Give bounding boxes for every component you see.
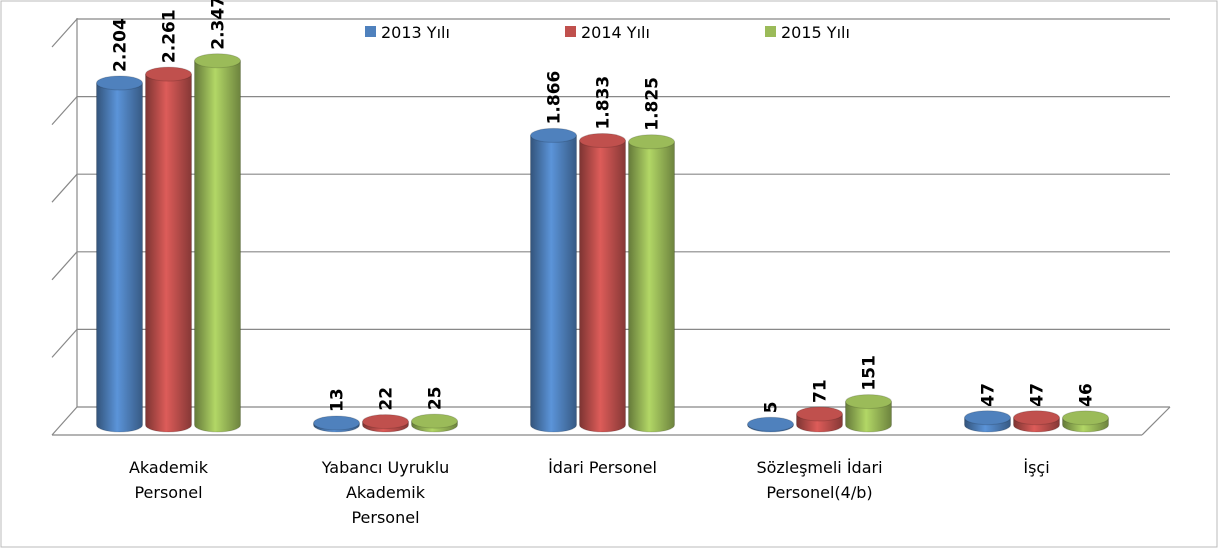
bar-top (362, 414, 409, 430)
data-label: 151 (860, 355, 880, 391)
grid-side (51, 329, 78, 358)
data-label: 2.347 (209, 0, 229, 50)
bar-top (145, 66, 192, 82)
wall-edge (1141, 406, 1171, 436)
x-tick-label: Akademik Personel (128, 458, 209, 502)
bar-top (313, 415, 360, 431)
legend-label: 2015 Yılı (781, 23, 850, 42)
data-label: 5 (762, 401, 782, 413)
data-label: 25 (426, 386, 446, 410)
bar (145, 73, 192, 433)
bar (194, 60, 241, 433)
bar-top (411, 413, 458, 429)
bar (579, 140, 626, 433)
data-label: 47 (979, 383, 999, 407)
data-label: 22 (377, 387, 397, 411)
grid-side (51, 173, 78, 203)
legend-swatch (765, 26, 776, 37)
bar-top (194, 53, 241, 69)
bar (96, 82, 143, 433)
x-tick-label: İşçi (1023, 458, 1050, 477)
data-label: 13 (328, 388, 348, 412)
legend-swatch (365, 26, 376, 37)
bar (530, 134, 577, 433)
bar-top (579, 133, 626, 149)
bar-top (1062, 410, 1109, 426)
x-tick-label: Yabancı Uyruklu Akademik Personel (321, 458, 450, 527)
bar (845, 401, 892, 433)
bar-top (747, 416, 794, 432)
bar-top (96, 75, 143, 91)
bar-top (964, 410, 1011, 426)
legend-label: 2014 Yılı (581, 23, 650, 42)
data-label: 1.825 (643, 77, 663, 131)
data-label: 2.261 (160, 9, 180, 63)
grid-side (51, 406, 78, 436)
data-label: 47 (1028, 383, 1048, 407)
x-tick-label: İdari Personel (548, 458, 657, 477)
x-tick-label: Sözleşmeli İdari Personel(4/b) (756, 458, 883, 502)
data-label: 2.204 (111, 18, 131, 72)
bar-top (845, 394, 892, 410)
legend-swatch (565, 26, 576, 37)
bar-top (1013, 410, 1060, 426)
bar-top (796, 406, 843, 422)
bar-top (530, 127, 577, 143)
bar-top (628, 134, 675, 150)
bar (628, 141, 675, 433)
data-label: 46 (1077, 383, 1097, 407)
grid-side (51, 18, 78, 48)
data-label: 1.833 (594, 76, 614, 130)
data-label: 1.866 (545, 71, 565, 125)
grid-side (51, 96, 78, 125)
data-label: 71 (811, 379, 831, 403)
legend-label: 2013 Yılı (381, 23, 450, 42)
grid-side (51, 251, 78, 281)
